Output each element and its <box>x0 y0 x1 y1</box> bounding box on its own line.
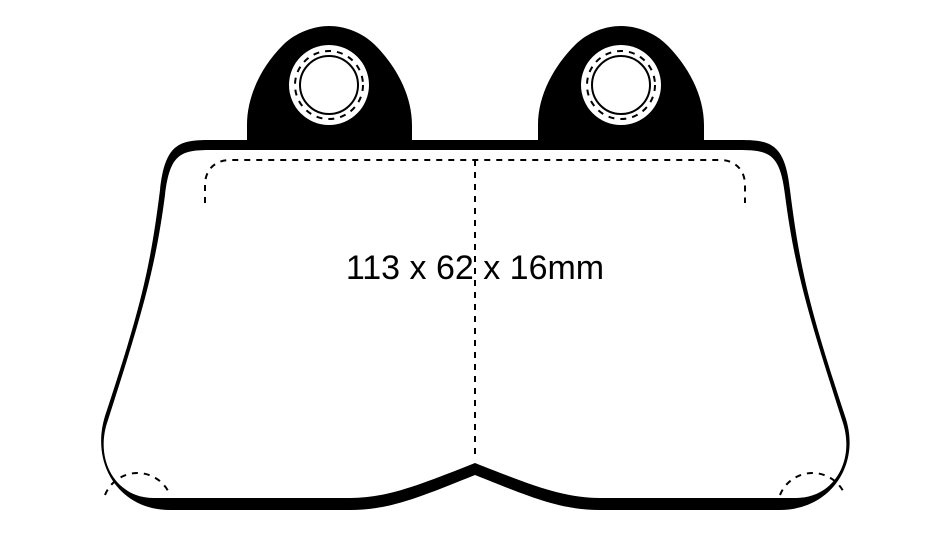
dimension-label: 113 x 62 x 16mm <box>346 249 604 287</box>
brake-pad-diagram: 113 x 62 x 16mm <box>0 0 950 560</box>
pad-inner-white <box>104 150 847 498</box>
mounting-ears <box>289 45 661 125</box>
